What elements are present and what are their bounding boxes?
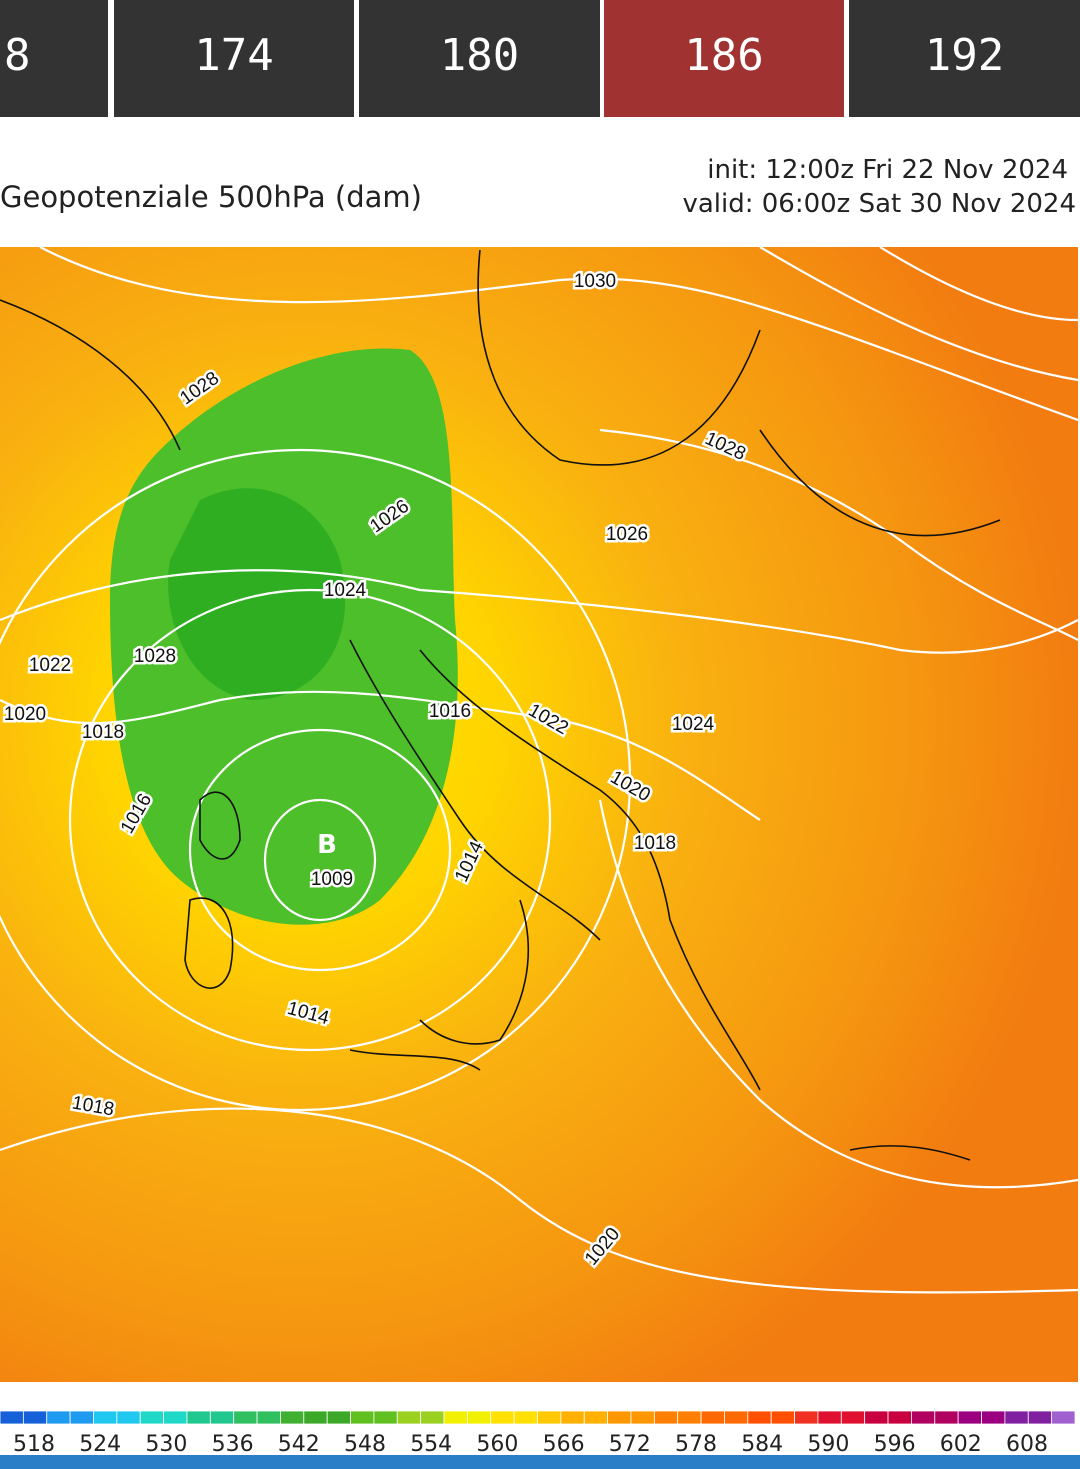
contour-label: 1022	[29, 655, 71, 676]
tab[interactable]	[0, 0, 108, 117]
colorbar-cell	[724, 1410, 749, 1425]
colorbar-cell	[0, 1410, 24, 1425]
colorbar-cell	[864, 1410, 889, 1425]
low-marker: B	[317, 830, 337, 860]
colorbar-cell	[46, 1410, 71, 1425]
coastlines	[0, 249, 1001, 1161]
colorbar-cell	[443, 1410, 468, 1425]
contour-label: 1018	[634, 833, 676, 854]
contour-label: 1009	[311, 869, 353, 890]
colorbar-cell	[560, 1410, 585, 1425]
contour-label: 1016	[429, 701, 471, 722]
colorbar-cell	[607, 1410, 632, 1425]
init-time: init: 12:00z Fri 22 Nov 2024	[707, 155, 1068, 185]
contour-label: 1030	[574, 271, 616, 292]
colorbar-cell	[700, 1410, 725, 1425]
colorbar-cell	[163, 1410, 188, 1425]
tab[interactable]	[604, 0, 844, 117]
colorbar-cell	[887, 1410, 912, 1425]
colorbar-label: 590	[807, 1432, 849, 1457]
tab-label[interactable]: 180	[440, 30, 519, 81]
colorbar-cell	[747, 1410, 772, 1425]
colorbar-cell	[256, 1410, 281, 1425]
colorbar-cell	[396, 1410, 422, 1425]
colorbar-cell	[233, 1410, 258, 1425]
colorbar-cell	[93, 1410, 118, 1425]
tab[interactable]	[114, 0, 354, 117]
colorbar-label: 566	[543, 1432, 585, 1457]
colorbar-cell	[653, 1410, 679, 1425]
contour-label: 1024	[324, 580, 367, 601]
tab[interactable]	[849, 0, 1080, 117]
colorbar-cell	[139, 1410, 164, 1425]
colorbar-label: 596	[874, 1432, 916, 1457]
colorbar-label: 536	[212, 1432, 254, 1457]
colorbar-cell	[69, 1410, 94, 1425]
map-title: Geopotenziale 500hPa (dam)	[0, 180, 422, 214]
colorbar-cell	[373, 1410, 398, 1425]
colorbar-cell	[1027, 1410, 1053, 1425]
colorbar-cell	[209, 1410, 235, 1425]
colorbar-label: 518	[13, 1432, 55, 1457]
colorbar-cell	[817, 1410, 842, 1425]
colorbar-label: 548	[344, 1432, 386, 1457]
colorbar-cell	[22, 1410, 48, 1425]
colorbar-cell	[513, 1410, 538, 1425]
colorbar-cell	[466, 1410, 492, 1425]
colorbar-cell	[677, 1410, 702, 1425]
contour-label: 1024	[672, 714, 715, 735]
low-core	[168, 488, 346, 700]
colorbar-cell	[583, 1410, 609, 1425]
colorbar-label: 602	[940, 1432, 982, 1457]
colorbar-cell	[490, 1410, 515, 1425]
colorbar-cell	[303, 1410, 328, 1425]
colorbar-label: 530	[145, 1432, 187, 1457]
colorbar-cell	[116, 1410, 141, 1425]
tab-label[interactable]: 192	[925, 30, 1004, 81]
tab-label[interactable]: 174	[194, 30, 273, 81]
colorbar-cell	[630, 1410, 655, 1425]
colorbar-label: 542	[278, 1432, 320, 1457]
bottom-strip	[0, 1455, 1080, 1469]
valid-time: valid: 06:00z Sat 30 Nov 2024	[682, 189, 1076, 219]
contour-label: 1026	[606, 524, 648, 545]
colorbar-cell	[420, 1410, 445, 1425]
colorbar-cell	[911, 1410, 936, 1425]
colorbar-cell	[957, 1410, 982, 1425]
colorbar-label: 524	[79, 1432, 121, 1457]
colorbar-label: 560	[476, 1432, 518, 1457]
colorbar-label: 578	[675, 1432, 717, 1457]
colorbar-cell	[350, 1410, 375, 1425]
colorbar-cell	[840, 1410, 866, 1425]
colorbar-cell	[794, 1410, 819, 1425]
colorbar-label: 572	[609, 1432, 651, 1457]
colorbar-cell	[770, 1410, 795, 1425]
colorbar-label: 554	[410, 1432, 452, 1457]
contour-label: 1020	[4, 704, 46, 725]
tab-label[interactable]: 8	[4, 30, 31, 81]
colorbar-cell	[981, 1410, 1006, 1425]
colorbar-label: 608	[1006, 1432, 1048, 1457]
tab[interactable]	[359, 0, 600, 117]
colorbar-cell	[537, 1410, 562, 1425]
colorbar-cell	[1051, 1410, 1076, 1425]
tab-label[interactable]: 186	[684, 30, 763, 81]
colorbar-cell	[1004, 1410, 1029, 1425]
colorbar-label: 584	[741, 1432, 783, 1457]
colorbar-cell	[280, 1410, 305, 1425]
colorbar-cell	[326, 1410, 351, 1425]
contour-label: 1018	[82, 722, 124, 743]
colorbar-cell	[186, 1410, 211, 1425]
colorbar-cell	[934, 1410, 959, 1425]
contours	[0, 246, 1079, 1294]
contour-label: 1028	[134, 646, 176, 667]
